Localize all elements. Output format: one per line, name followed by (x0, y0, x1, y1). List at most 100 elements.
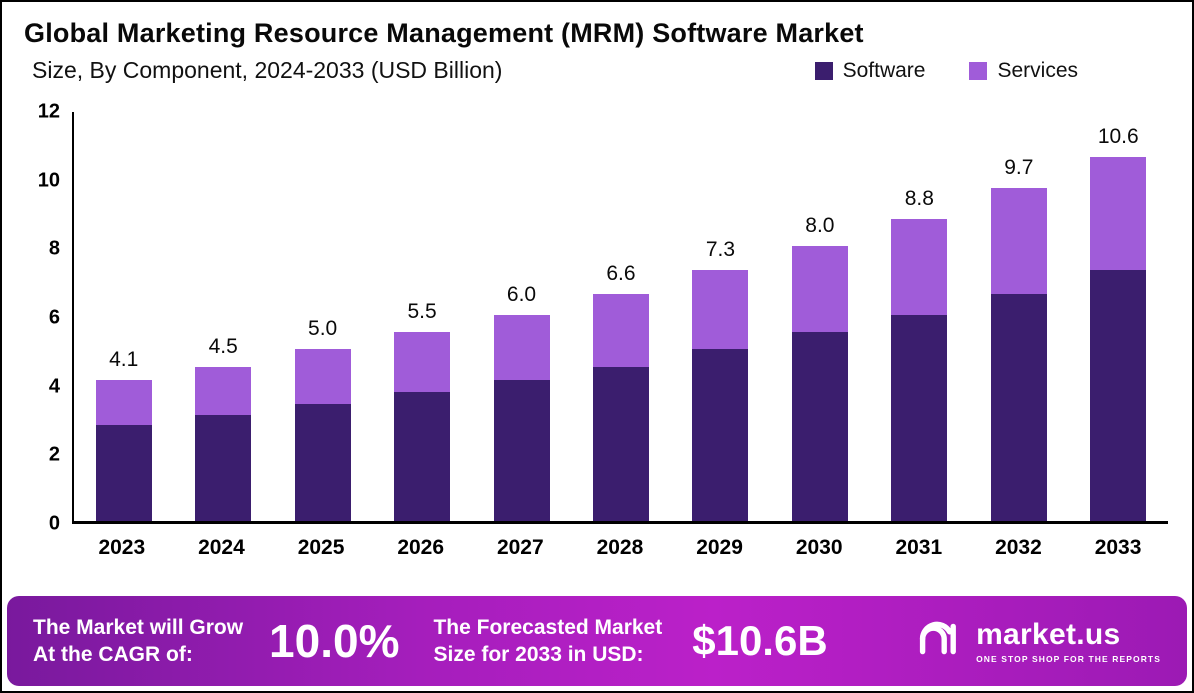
bar-2026: 5.5 (393, 300, 451, 521)
bar-2024: 4.5 (194, 335, 252, 521)
x-tick-label: 2027 (496, 536, 544, 559)
bar-2032: 9.7 (990, 156, 1048, 521)
forecast-value: $10.6B (692, 617, 828, 664)
bar-segment-software (493, 380, 550, 521)
bar-2030: 8.0 (791, 214, 849, 521)
brand-tagline: ONE STOP SHOP FOR THE REPORTS (976, 654, 1161, 664)
cagr-caption-line2: At the CAGR of: (33, 643, 193, 666)
bar-segment-services (1090, 157, 1147, 271)
y-tick-label: 10 (37, 169, 60, 192)
bar-segment-services (95, 380, 152, 425)
bar-value-label: 5.5 (407, 300, 437, 324)
chart-header: Global Marketing Resource Management (MR… (2, 2, 1192, 84)
bar-value-label: 4.1 (109, 348, 139, 372)
y-tick-label: 0 (48, 512, 60, 535)
brand-name: market.us (976, 618, 1121, 651)
y-tick-label: 12 (37, 100, 60, 123)
bar-segment-software (891, 315, 948, 521)
bar-2029: 7.3 (691, 238, 749, 521)
x-tick-label: 2028 (596, 536, 644, 559)
bar-stack (195, 366, 252, 521)
legend: Software Services (814, 58, 1078, 83)
bar-segment-services (195, 366, 252, 415)
bar-stack (394, 332, 451, 521)
bar-stack (95, 380, 152, 521)
bar-value-label: 4.5 (208, 334, 238, 358)
bar-segment-software (195, 414, 252, 521)
x-tick-label: 2024 (198, 536, 245, 559)
bar-2033: 10.6 (1089, 125, 1147, 521)
bar-2031: 8.8 (890, 187, 948, 521)
bar-stack (592, 294, 649, 521)
x-tick-label: 2030 (795, 536, 843, 559)
bar-segment-services (592, 294, 649, 367)
y-tick-label: 4 (48, 375, 60, 398)
y-tick-label: 8 (48, 237, 60, 260)
bar-segment-software (1090, 270, 1147, 521)
x-axis-labels: 2023 2024 2025 2026 2027 2028 2029 2030 2031 2032… (72, 536, 1168, 560)
bar-segment-software (394, 392, 451, 521)
bar-value-label: 8.0 (805, 214, 835, 238)
bar-stack (791, 246, 848, 521)
cagr-value: 10.0% (269, 615, 400, 667)
legend-item-services: Services (969, 59, 1078, 83)
bar-value-label: 7.3 (705, 238, 736, 262)
bar-segment-software (692, 349, 749, 521)
bar-segment-software (990, 294, 1047, 521)
bar-2028: 6.6 (592, 262, 650, 521)
chart-title: Global Marketing Resource Management (MR… (24, 18, 864, 48)
bar-stack (692, 270, 749, 521)
legend-item-software: Software (814, 58, 926, 83)
legend-label-services: Services (997, 58, 1078, 82)
bar-value-label: 10.6 (1097, 125, 1139, 149)
bar-segment-services (791, 246, 848, 333)
software-swatch-icon (814, 61, 833, 80)
plot-area: 4.1 4.5 5.0 5.5 6.0 6.6 7.3 8.0 8.8 9.7 10.6 (72, 112, 1168, 524)
bar-stack (990, 187, 1047, 521)
bar-2027: 6.0 (493, 283, 551, 521)
x-tick-label: 2023 (98, 536, 146, 559)
x-tick-label: 2025 (297, 536, 345, 559)
bar-value-label: 8.8 (904, 186, 934, 210)
bar-stack (493, 315, 550, 521)
footer-banner: The Market will Grow At the CAGR of: 10.… (7, 596, 1187, 686)
bar-segment-software (791, 332, 848, 521)
bar-segment-software (294, 404, 351, 521)
legend-label-software: Software (842, 58, 926, 82)
chart-region: 0 2 4 6 8 10 12 4.1 4.5 5.0 5.5 6.0 6.6 7.3 8.0 8.8 9.7… (2, 101, 1192, 560)
bar-segment-services (394, 332, 451, 393)
bar-stack (891, 218, 948, 521)
bar-2025: 5.0 (294, 317, 352, 521)
x-tick-label: 2029 (696, 536, 743, 559)
services-swatch-icon (969, 61, 988, 80)
y-tick-label: 2 (48, 443, 60, 466)
x-tick-label: 2032 (995, 536, 1042, 559)
x-tick-label: 2026 (397, 536, 445, 559)
bar-value-label: 6.0 (506, 283, 537, 307)
marketus-logo-icon (910, 612, 964, 671)
y-axis: 0 2 4 6 8 10 12 (16, 101, 72, 535)
forecast-caption-line1: The Forecasted Market (433, 615, 663, 639)
bar-segment-services (493, 315, 550, 381)
x-tick-label: 2031 (895, 536, 943, 559)
forecast-caption-line2: Size for 2033 in USD: (433, 643, 644, 666)
bar-value-label: 5.0 (308, 317, 338, 341)
bar-segment-services (990, 187, 1047, 295)
bar-value-label: 6.6 (606, 262, 636, 286)
bar-segment-software (592, 366, 649, 521)
bar-value-label: 9.7 (1004, 155, 1034, 179)
cagr-caption-line1: The Market will Grow (33, 615, 244, 639)
x-tick-label: 2033 (1094, 536, 1142, 559)
bar-segment-services (294, 349, 351, 405)
cagr-caption: The Market will Grow At the CAGR of: (33, 614, 243, 669)
bar-stack (1090, 157, 1147, 521)
chart-subtitle: Size, By Component, 2024-2033 (USD Billi… (32, 57, 503, 83)
forecast-caption: The Forecasted Market Size for 2033 in U… (433, 614, 662, 669)
brand-logo: market.us ONE STOP SHOP FOR THE REPORTS (910, 612, 1161, 671)
bar-stack (294, 349, 351, 521)
y-tick-label: 6 (48, 306, 60, 329)
bar-segment-software (95, 424, 152, 521)
bar-2023: 4.1 (95, 348, 153, 521)
bar-segment-services (692, 270, 749, 350)
